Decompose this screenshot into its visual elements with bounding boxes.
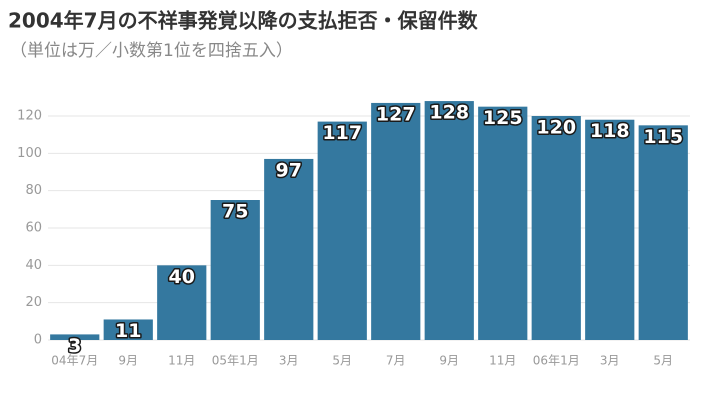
x-tick-label: 11月: [489, 354, 516, 368]
x-tick-label: 3月: [600, 354, 620, 368]
bar: [157, 265, 207, 340]
bar: [424, 101, 474, 340]
y-tick-label: 40: [25, 258, 42, 273]
y-tick-label: 20: [25, 295, 42, 310]
value-label: 3: [68, 335, 81, 357]
x-tick-label: 7月: [386, 354, 406, 368]
chart-subtitle: （単位は万／小数第1位を四捨五入）: [10, 41, 293, 61]
value-label: 127: [376, 103, 416, 125]
value-label: 117: [322, 122, 362, 144]
x-tick-label: 9月: [439, 354, 459, 368]
x-tick-label: 5月: [332, 354, 352, 368]
x-tick-label: 5月: [653, 354, 673, 368]
bar: [103, 319, 153, 340]
y-tick-label: 80: [25, 183, 42, 198]
bar: [210, 200, 260, 340]
x-tick-label: 9月: [118, 354, 138, 368]
value-label: 120: [536, 117, 576, 139]
bar: [371, 102, 421, 340]
value-label: 118: [590, 120, 630, 142]
bar: [317, 121, 367, 340]
value-label: 115: [643, 126, 683, 148]
bar: [638, 125, 688, 340]
bar: [50, 334, 100, 340]
bar: [585, 119, 635, 340]
x-tick-label: 05年1月: [212, 354, 259, 368]
y-tick-label: 0: [34, 333, 42, 348]
value-label: 75: [222, 201, 248, 223]
bar: [531, 116, 581, 340]
chart-title: 2004年7月の不祥事発覚以降の支払拒否・保留件数: [8, 9, 479, 33]
x-tick-label: 04年7月: [51, 354, 98, 368]
y-tick-label: 60: [25, 221, 42, 236]
value-label: 11: [115, 320, 141, 342]
x-tick-label: 06年1月: [533, 354, 580, 368]
value-label: 40: [169, 266, 195, 288]
y-tick-label: 100: [17, 146, 42, 161]
y-tick-label: 120: [17, 109, 42, 124]
value-label: 97: [276, 159, 302, 181]
x-tick-label: 11月: [168, 354, 195, 368]
value-label: 128: [429, 102, 469, 124]
x-tick-label: 3月: [279, 354, 299, 368]
value-label: 125: [483, 107, 523, 129]
bar: [478, 106, 528, 341]
bar: [264, 158, 314, 340]
